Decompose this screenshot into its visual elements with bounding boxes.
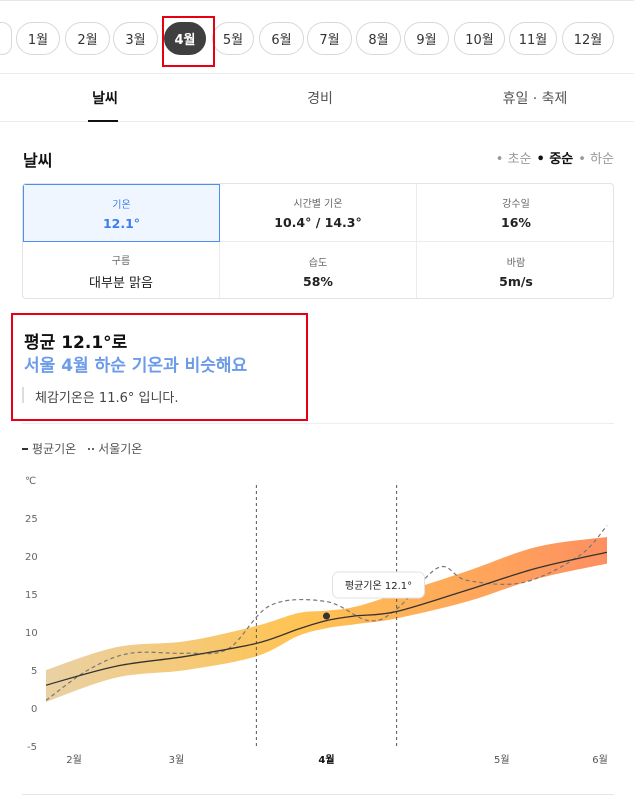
month-pill-1[interactable]: 1월 <box>16 22 60 55</box>
stat-label: 강수일 <box>502 199 530 210</box>
temperature-chart: ℃ -5 0 5 10 15 20 25 평균기온 12.1° 2월 3월 4월 5월 6월 <box>25 476 608 766</box>
tab-holidays-festivals[interactable]: 휴일 · 축제 <box>502 91 568 107</box>
tab-bar: 날씨 경비 휴일 · 축제 <box>0 74 634 122</box>
y-tick-label: 20 <box>25 552 38 563</box>
legend-seoul-label: 서울기온 <box>98 442 143 456</box>
month-pill-8[interactable]: 8월 <box>356 22 401 55</box>
y-tick-label: 0 <box>31 704 37 715</box>
y-tick-label: 15 <box>25 590 38 601</box>
period-mid[interactable]: • 중순 <box>536 152 574 167</box>
month-pill-6[interactable]: 6월 <box>259 22 304 55</box>
stat-label: 습도 <box>308 257 328 269</box>
quote-bar <box>22 387 24 403</box>
summary-feels-like: 체감기온은 11.6° 입니다. <box>35 391 179 406</box>
bottom-divider <box>22 794 614 795</box>
stat-label: 바람 <box>506 257 526 269</box>
highlight-point[interactable] <box>323 612 330 620</box>
stat-temperature[interactable]: 기온 12.1° <box>23 184 220 242</box>
stat-value: 16% <box>501 215 531 230</box>
month-pill-12[interactable]: 12월 <box>562 22 614 55</box>
x-tick-label: 3월 <box>169 754 185 766</box>
legend-seoul: 서울기온 <box>88 440 142 457</box>
dashed-line-icon <box>88 447 95 450</box>
tab-weather[interactable]: 날씨 <box>92 91 118 107</box>
summary-average: 평균 12.1°로 <box>24 333 128 353</box>
weather-stats-grid: 기온 12.1° 시간별 기온 10.4° / 14.3° 강수일 16% 구름… <box>22 183 614 299</box>
x-tick-label: 4월 <box>318 754 334 766</box>
section-title: 날씨 <box>23 151 53 170</box>
series-avg-line <box>45 551 608 686</box>
month-pill-4[interactable]: 4월 <box>164 22 206 55</box>
summary-comparison: 서울 4월 하순 기온과 비슷해요 <box>24 356 248 376</box>
stat-hourly-temperature[interactable]: 시간별 기온 10.4° / 14.3° <box>220 184 417 242</box>
x-tick-label: 6월 <box>592 754 608 766</box>
month-pill-prev[interactable] <box>0 22 12 55</box>
highlight-box-summary <box>11 313 308 421</box>
x-tick-label: 2월 <box>66 754 82 766</box>
tooltip-box <box>332 571 425 599</box>
y-tick-label: 25 <box>25 514 38 525</box>
legend-avg: 평균기온 <box>22 440 76 457</box>
month-pill-9[interactable]: 9월 <box>404 22 449 55</box>
stat-wind[interactable]: 바람 5m/s <box>417 242 613 298</box>
y-tick-label: -5 <box>27 742 37 753</box>
tooltip-text: 평균기온 12.1° <box>345 580 412 592</box>
stat-value: 58% <box>303 273 333 289</box>
stat-humidity[interactable]: 습도 58% <box>220 242 417 298</box>
tab-expenses[interactable]: 경비 <box>307 91 333 107</box>
stat-value: 대부분 맑음 <box>89 275 153 291</box>
stat-clouds[interactable]: 구름 대부분 맑음 <box>23 242 220 298</box>
stat-label: 시간별 기온 <box>293 199 343 210</box>
y-tick-label: 10 <box>25 628 38 639</box>
y-tick-label: 5 <box>31 666 37 677</box>
month-pill-2[interactable]: 2월 <box>65 22 110 55</box>
month-selector: 1월 2월 3월 4월 5월 6월 7월 8월 9월 10월 11월 12월 <box>0 0 634 74</box>
stat-value: 5m/s <box>499 273 533 289</box>
stat-label: 기온 <box>112 199 131 211</box>
stat-value: 10.4° / 14.3° <box>274 215 362 230</box>
solid-line-icon <box>22 447 28 450</box>
month-pill-11[interactable]: 11월 <box>509 22 557 55</box>
highlight-box-active-month <box>162 16 215 67</box>
divider <box>22 423 614 424</box>
y-unit-label: ℃ <box>25 476 36 487</box>
period-selector: • 초순 • 중순 • 하순 <box>496 148 614 167</box>
period-late[interactable]: • 하순 <box>578 152 614 167</box>
stat-label: 구름 <box>111 255 131 267</box>
series-seoul-line <box>45 525 608 701</box>
tab-underline <box>88 120 118 122</box>
month-pill-5[interactable]: 5월 <box>212 22 254 55</box>
legend-avg-label: 평균기온 <box>32 442 77 456</box>
stat-value: 12.1° <box>102 215 141 231</box>
period-early[interactable]: • 초순 <box>495 152 532 167</box>
month-pill-7[interactable]: 7월 <box>307 22 352 55</box>
month-pill-3[interactable]: 3월 <box>113 22 158 55</box>
month-pill-10[interactable]: 10월 <box>454 22 505 55</box>
chart-legend: 평균기온 서울기온 <box>22 440 142 457</box>
x-tick-label: 5월 <box>494 754 510 766</box>
stat-rain-days[interactable]: 강수일 16% <box>417 184 613 242</box>
